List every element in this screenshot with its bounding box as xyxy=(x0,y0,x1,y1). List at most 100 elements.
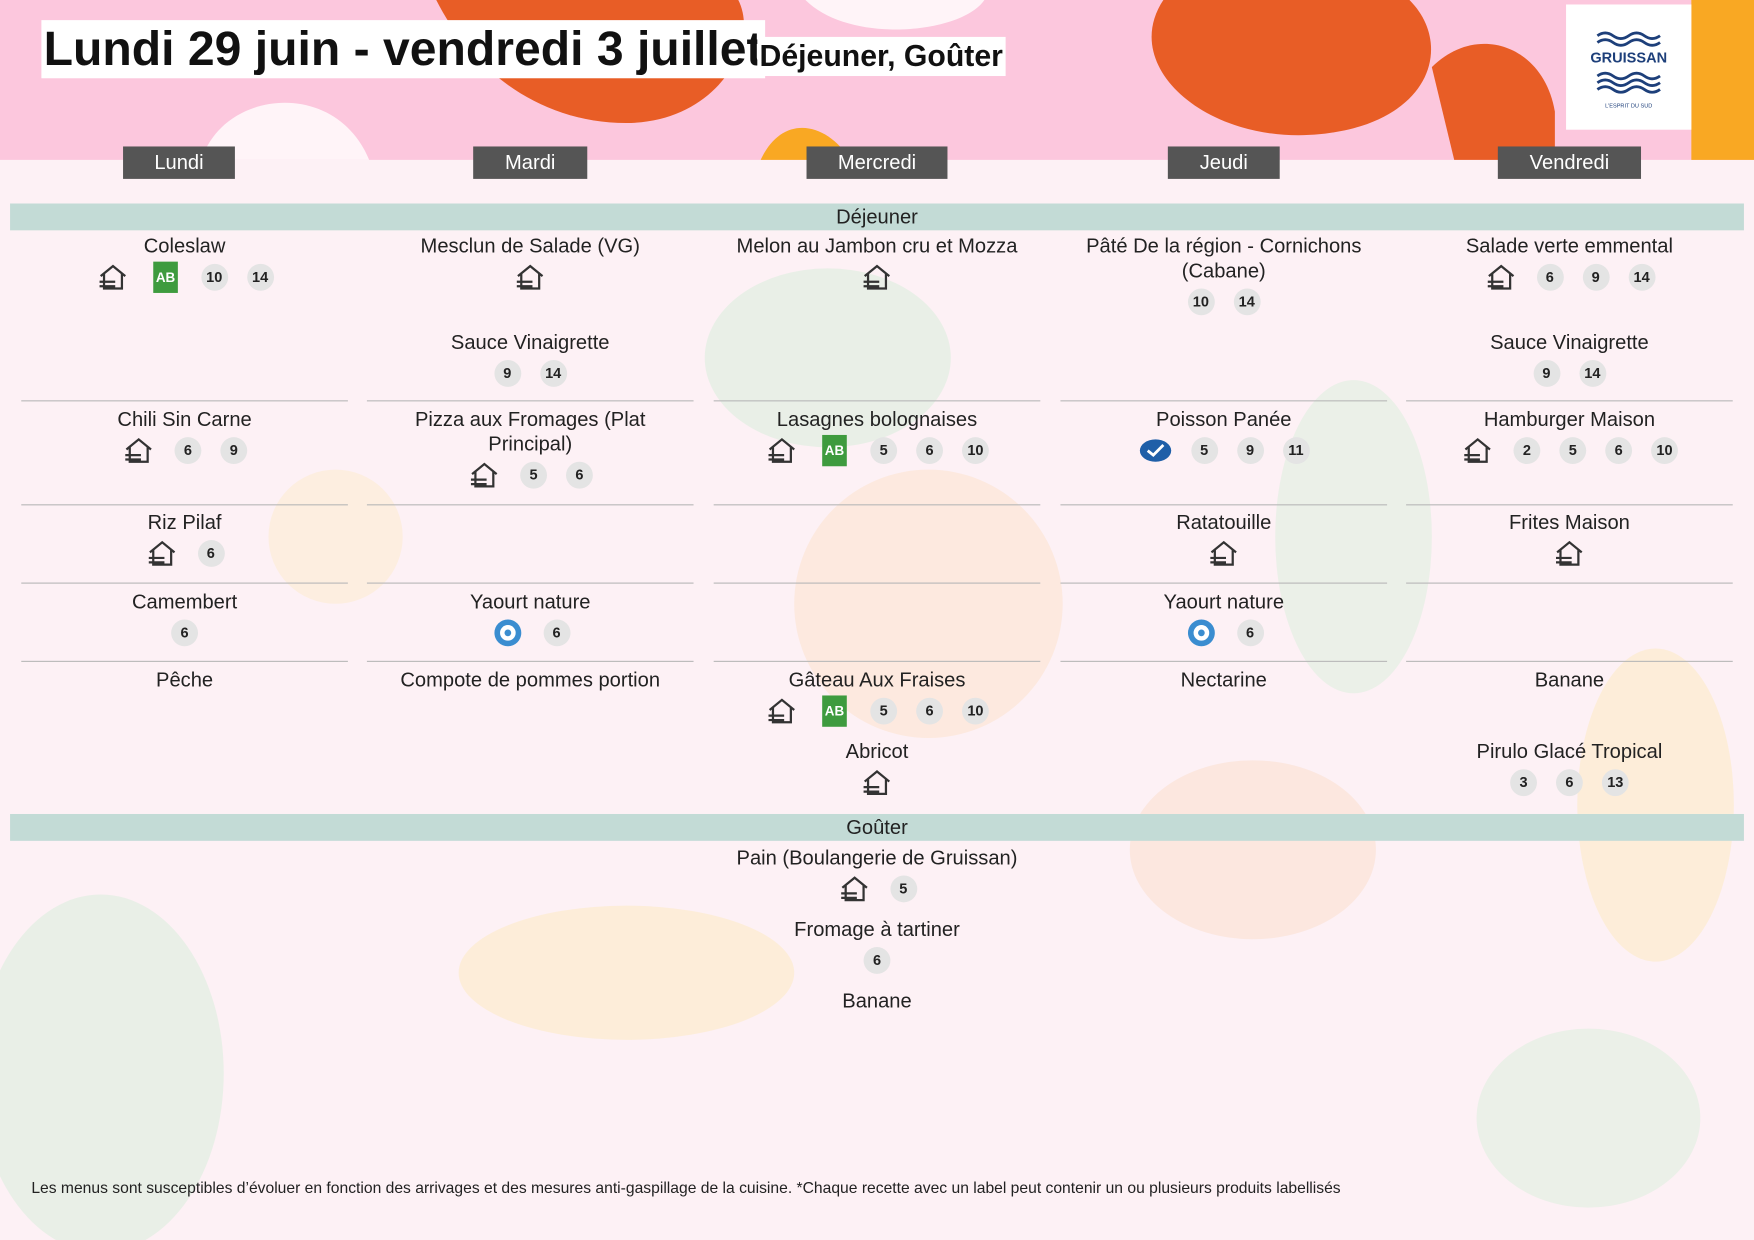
dish: Salade verte emmental 6 9 14 xyxy=(1406,234,1733,294)
menu-cell: Riz Pilaf 6 xyxy=(21,510,348,570)
separator xyxy=(1406,400,1733,402)
separator xyxy=(366,504,694,506)
separator xyxy=(1406,660,1733,662)
dish-name: Poisson Panée xyxy=(1156,408,1292,431)
label-icon xyxy=(468,458,502,492)
label-icon xyxy=(860,261,894,295)
gouter-list: Pain (Boulangerie de Gruissan) 5 Fromage… xyxy=(10,845,1744,1013)
allergen: 6 xyxy=(543,619,570,647)
separator xyxy=(713,504,1041,506)
dish: Nectarine xyxy=(1060,668,1387,693)
day-label: Jeudi xyxy=(1168,146,1280,179)
allergen: 13 xyxy=(1601,769,1629,797)
dish-name: Coleslaw xyxy=(143,234,226,258)
dish: Fromage à tartiner 6 xyxy=(10,917,1744,977)
dish-name: Banane xyxy=(1534,668,1605,691)
dish-tags: 10 14 xyxy=(21,261,348,295)
day-label: Mercredi xyxy=(806,146,948,179)
dish-tags: 9 14 xyxy=(1406,357,1733,391)
dish-tags: 10 14 xyxy=(1060,285,1387,319)
allergen: 9 xyxy=(1533,360,1560,387)
dish: Coleslaw 10 14 xyxy=(21,234,348,294)
allergen: 9 xyxy=(1582,263,1610,291)
allergen: 9 xyxy=(1236,437,1264,465)
section-band: Goûter xyxy=(10,813,1744,841)
dish-tags: 6 xyxy=(21,537,348,571)
logo-waves xyxy=(1596,31,1661,94)
separator xyxy=(366,400,694,402)
label-icon xyxy=(1138,434,1172,468)
dish: Compote de pommes portion xyxy=(367,668,694,693)
separator xyxy=(366,660,694,662)
label-icon xyxy=(1553,537,1587,571)
separator xyxy=(1406,504,1733,506)
allergen: 10 xyxy=(962,437,989,465)
menu-cell: Yaourt nature 6 xyxy=(367,589,694,649)
allergen: 5 xyxy=(870,697,898,725)
dish: Camembert 6 xyxy=(21,589,348,649)
separator xyxy=(1406,582,1733,584)
subtitle: Déjeuner, Goûter xyxy=(757,36,1006,77)
allergen: 11 xyxy=(1282,437,1310,465)
menu-cell: Nectarine xyxy=(1060,668,1387,693)
label-icon xyxy=(765,694,799,728)
separator xyxy=(21,660,348,662)
menu-cell: Melon au Jambon cru et Mozza xyxy=(714,234,1041,294)
dish: Ratatouille xyxy=(1060,510,1387,570)
menu-cell: Salade verte emmental 6 9 14 Sauce Vinaigr… xyxy=(1406,234,1733,391)
label-icon xyxy=(837,872,871,906)
dish-name: Pirulo Glacé Tropical xyxy=(1476,740,1663,763)
dish-tags: 6 xyxy=(1060,616,1387,650)
dish: Poisson Panée 5 9 11 xyxy=(1060,407,1387,467)
allergen: 6 xyxy=(1536,263,1564,291)
menu-cell: Gâteau Aux Fraises 5 6 10 Abricot xyxy=(714,668,1041,800)
allergen: 3 xyxy=(1510,769,1537,797)
dish-name: Frites Maison xyxy=(1509,510,1630,534)
day-tab: Vendredi xyxy=(1396,146,1743,179)
allergen: 6 xyxy=(566,461,593,489)
dish: Abricot xyxy=(714,739,1041,799)
dish-tags xyxy=(714,261,1041,295)
dish-name: Ratatouille xyxy=(1176,510,1272,534)
day-label: Lundi xyxy=(123,146,235,179)
dish-name: Compote de pommes portion xyxy=(400,668,661,691)
allergen: 6 xyxy=(916,697,943,725)
allergen: 14 xyxy=(1233,288,1261,316)
dish-name: Fromage à tartiner xyxy=(794,917,960,941)
dish: Pêche xyxy=(21,668,348,693)
dish: Lasagnes bolognaises 5 6 10 xyxy=(714,407,1041,467)
allergen: 14 xyxy=(1578,360,1606,387)
dish-name: Sauce Vinaigrette xyxy=(450,330,610,354)
allergen: 6 xyxy=(197,540,225,567)
label-icon xyxy=(122,434,156,468)
menu-cell: Mesclun de Salade (VG) Sauce Vinaigrette… xyxy=(367,234,694,391)
label-icon xyxy=(1461,434,1495,468)
dish-name: Sauce Vinaigrette xyxy=(1490,330,1649,354)
day-tab: Mardi xyxy=(357,146,704,179)
section-band: Déjeuner xyxy=(10,203,1744,231)
menu-cell: Banane Pirulo Glacé Tropical 3 6 13 xyxy=(1406,668,1733,800)
label-icon xyxy=(148,261,182,295)
dish-tags: 5 6 10 xyxy=(714,434,1041,468)
allergen: 14 xyxy=(539,360,567,387)
allergen: 6 xyxy=(863,947,891,974)
logo-tagline: L'ESPRIT DU SUD xyxy=(1605,102,1653,110)
dish-tags: 3 6 13 xyxy=(1406,766,1733,800)
menu-cell: Poisson Panée 5 9 11 xyxy=(1060,407,1387,467)
dish-tags: 5 6 10 xyxy=(714,694,1041,728)
separator xyxy=(1060,504,1388,506)
dish: Sauce Vinaigrette 9 14 xyxy=(367,330,694,390)
dish-name: Melon au Jambon cru et Mozza xyxy=(736,234,1018,258)
dish: Banane xyxy=(10,988,1744,1013)
dish-name: Camembert xyxy=(131,590,238,613)
label-icon xyxy=(1184,616,1218,650)
dish-name: Pêche xyxy=(156,668,214,691)
dish-name: Riz Pilaf xyxy=(147,510,222,534)
dish-name: Yaourt nature xyxy=(469,590,591,613)
